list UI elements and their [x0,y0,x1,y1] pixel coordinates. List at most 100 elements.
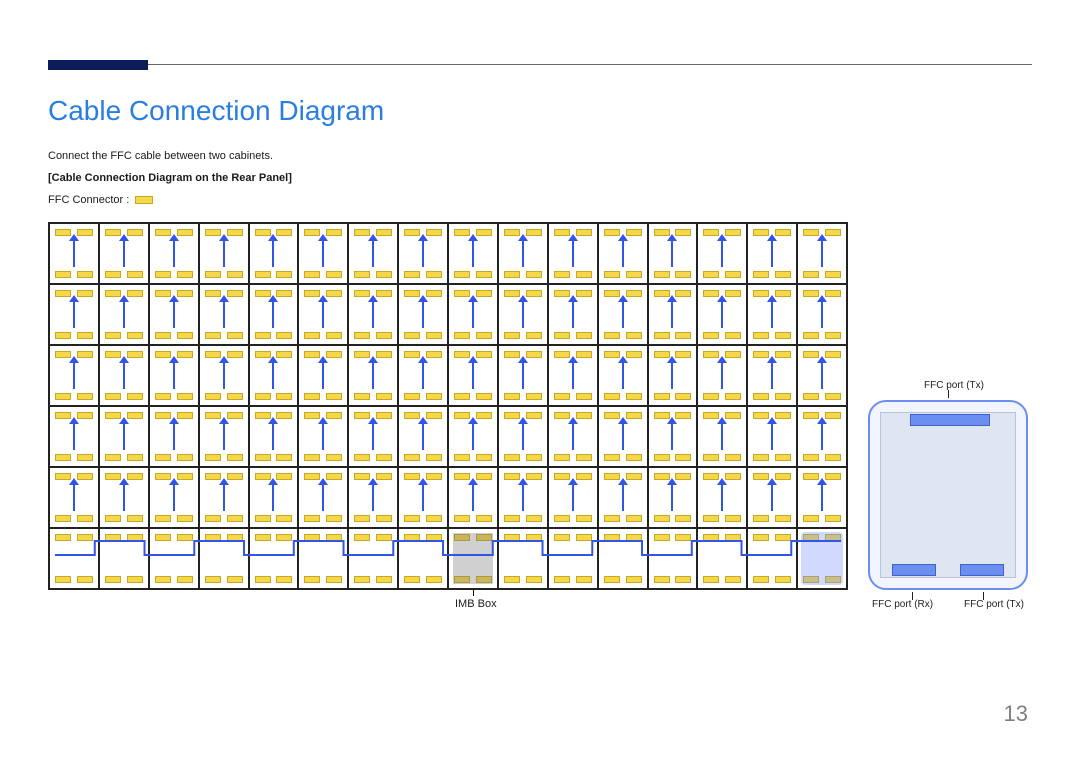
ffc-connector [127,534,143,541]
ffc-connector [255,393,271,400]
ffc-connector [654,515,670,522]
ffc-connector [77,473,93,480]
ffc-connector [276,351,292,358]
ffc-connector [376,515,392,522]
ffc-connector [255,332,271,339]
up-arrow-icon [422,240,424,267]
cabinet-cell [448,467,498,528]
ffc-connector [526,576,542,583]
cabinet-cell [697,467,747,528]
ffc-connector [304,454,320,461]
up-arrow-icon [372,301,374,328]
ffc-connector [626,412,642,419]
ffc-connector [504,454,520,461]
ffc-connector [753,393,769,400]
cabinet-cell [598,467,648,528]
ffc-connector [675,332,691,339]
ffc-connector [426,229,442,236]
ffc-connector [825,576,841,583]
up-arrow-icon [173,301,175,328]
ffc-connector [454,454,470,461]
ffc-connector [675,229,691,236]
up-arrow-icon [73,484,75,511]
up-arrow-icon [123,484,125,511]
cabinet-cell [149,223,199,284]
cabinet-cell [648,528,698,589]
ffc-connector [725,393,741,400]
ffc-connector [526,534,542,541]
ffc-connector [775,454,791,461]
ffc-connector [404,271,420,278]
ffc-connector [376,393,392,400]
up-arrow-icon [322,240,324,267]
cabinet-cell [99,284,149,345]
ffc-connector [753,454,769,461]
ffc-connector [177,534,193,541]
ffc-connector [554,454,570,461]
ffc-connector [825,454,841,461]
ffc-connector [127,515,143,522]
up-arrow-icon [472,484,474,511]
ffc-connector [576,473,592,480]
ffc-connector [205,271,221,278]
ffc-connector [376,290,392,297]
up-arrow-icon [422,484,424,511]
cabinet-cell [149,406,199,467]
ffc-connector [675,412,691,419]
ffc-connector [426,393,442,400]
up-arrow-icon [422,362,424,389]
ffc-connector [576,534,592,541]
up-arrow-icon [821,301,823,328]
ffc-connector [504,332,520,339]
cabinet-cell [398,467,448,528]
cabinet-cell [648,345,698,406]
ffc-connector [404,454,420,461]
ffc-port-rx [892,564,936,576]
ffc-connector [227,271,243,278]
cabinet-cell [298,284,348,345]
legend: FFC Connector : [48,194,153,206]
ffc-connector [77,332,93,339]
ffc-connector [227,393,243,400]
up-arrow-icon [272,301,274,328]
ffc-connector [604,454,620,461]
up-arrow-icon [223,240,225,267]
detail-outline [868,400,1028,590]
ffc-connector [276,412,292,419]
up-arrow-icon [771,240,773,267]
header-accent-block [48,60,148,70]
ffc-connector [775,332,791,339]
ffc-connector [55,271,71,278]
ffc-connector [825,534,841,541]
up-arrow-icon [73,423,75,450]
cabinet-cell [498,284,548,345]
ffc-connector [526,229,542,236]
up-arrow-icon [572,240,574,267]
ffc-connector [554,576,570,583]
ffc-connector [205,393,221,400]
up-arrow-icon [272,362,274,389]
ffc-connector [526,412,542,419]
cabinet-cell [498,406,548,467]
ffc-connector [155,576,171,583]
ffc-connector [276,271,292,278]
ffc-connector [326,229,342,236]
cabinet-cell [49,528,99,589]
up-arrow-icon [123,301,125,328]
ffc-connector [576,515,592,522]
ffc-connector [55,534,71,541]
ffc-connector [326,290,342,297]
up-arrow-icon [721,423,723,450]
cabinet-cell [598,406,648,467]
ffc-connector [775,534,791,541]
ffc-connector [426,473,442,480]
ffc-connector [554,515,570,522]
ffc-connector [576,454,592,461]
legend-label: FFC Connector : [48,194,129,206]
ffc-connector [177,515,193,522]
ffc-connector [155,271,171,278]
ffc-connector [476,454,492,461]
ffc-connector [354,515,370,522]
ffc-connector [326,351,342,358]
ffc-connector [227,351,243,358]
